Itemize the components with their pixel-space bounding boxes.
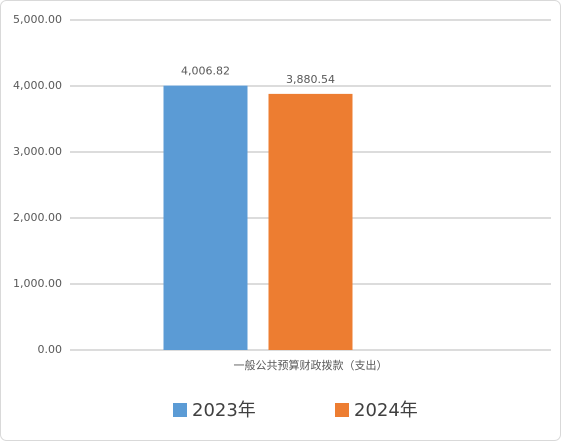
- y-tick-label: 3,000.00: [13, 145, 62, 158]
- y-tick-label: 1,000.00: [13, 277, 62, 290]
- legend-swatch: [335, 403, 349, 417]
- legend-label: 2023年: [192, 400, 256, 421]
- legend-label: 2024年: [354, 400, 418, 421]
- y-tick-label: 4,000.00: [13, 79, 62, 92]
- value-label: 4,006.82: [181, 65, 230, 78]
- value-label: 3,880.54: [286, 73, 335, 86]
- bar: [268, 93, 353, 350]
- y-tick-label: 5,000.00: [13, 13, 62, 26]
- x-tick-label: 一般公共预算财政拨款（支出）: [234, 358, 388, 372]
- y-tick-label: 2,000.00: [13, 211, 62, 224]
- legend-swatch: [173, 403, 187, 417]
- bar: [163, 85, 248, 351]
- y-tick-label: 0.00: [38, 343, 63, 356]
